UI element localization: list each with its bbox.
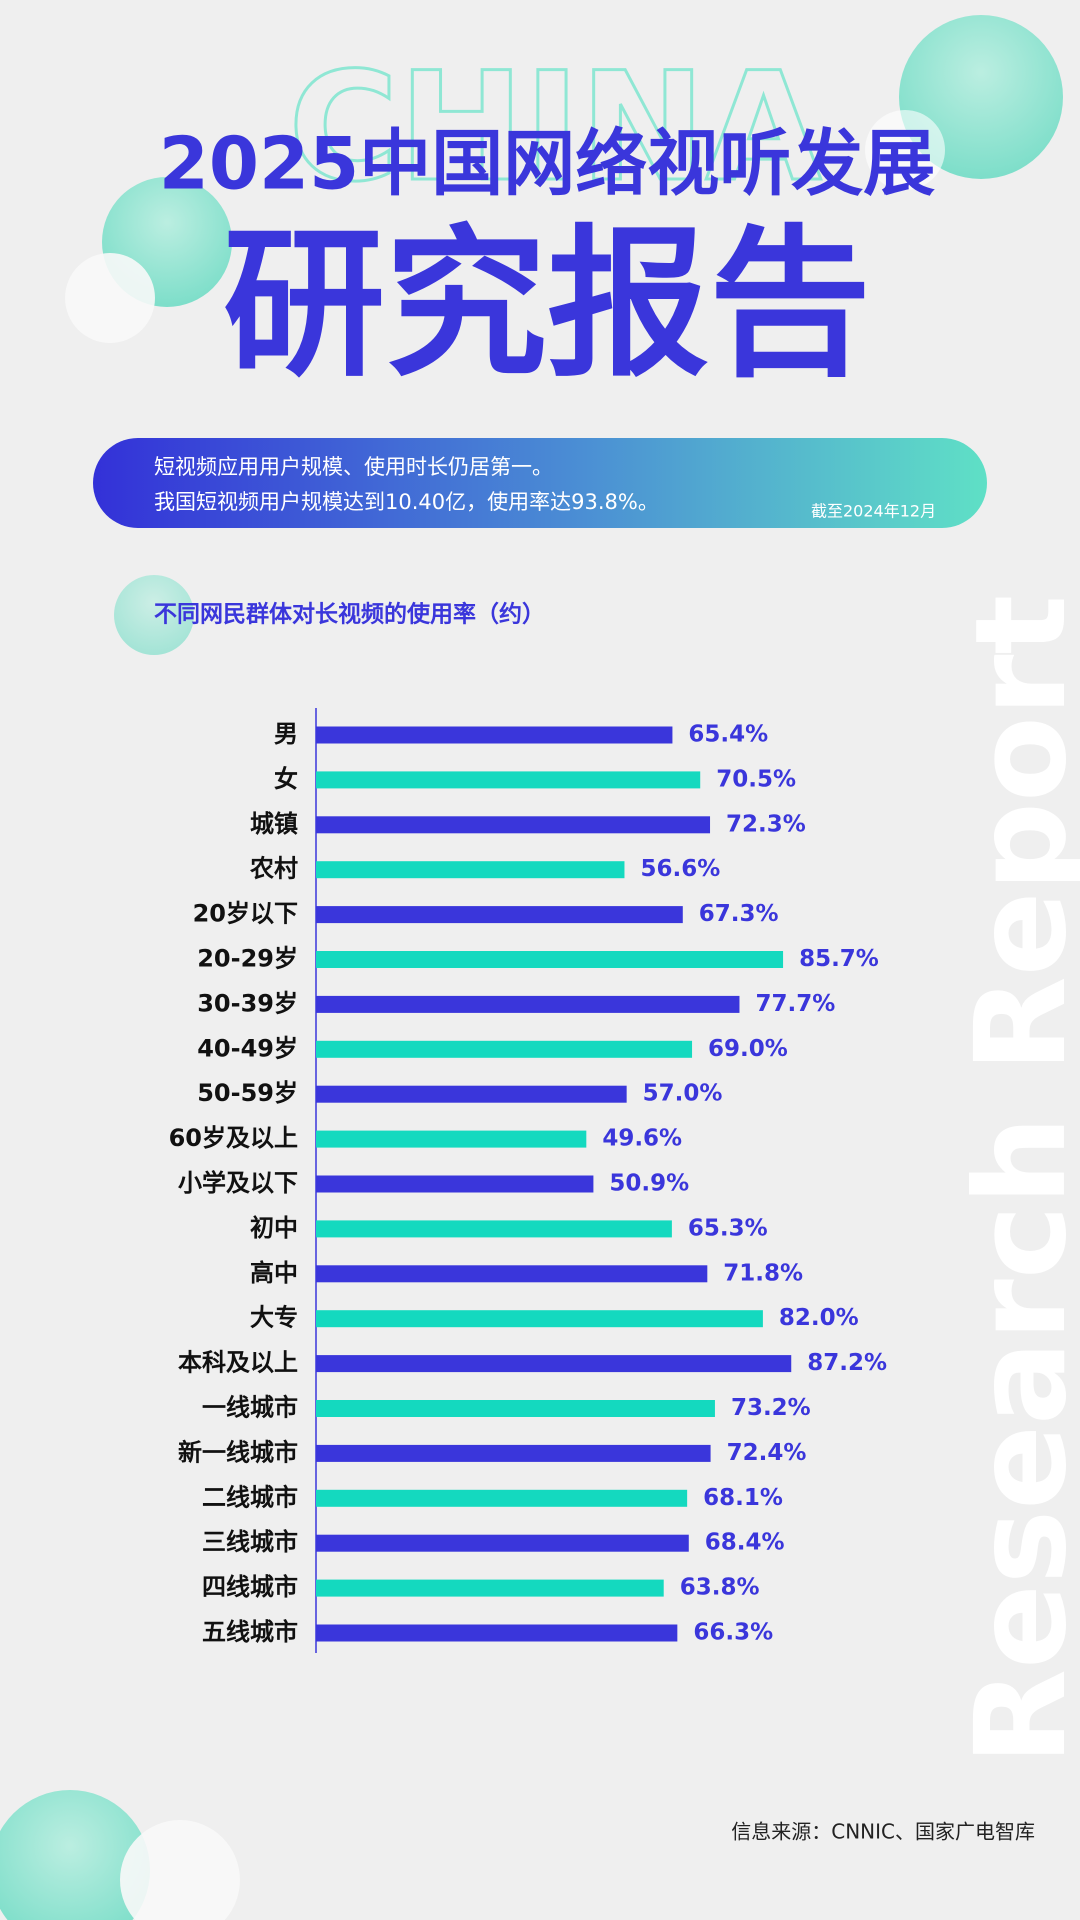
category-label: 小学及以下: [178, 1169, 298, 1197]
decor-circle: [120, 1820, 240, 1920]
bar: [316, 1355, 792, 1373]
category-label: 女: [274, 765, 298, 793]
value-label: 87.2%: [807, 1350, 887, 1376]
category-label: 农村: [249, 855, 298, 883]
value-label: 68.1%: [703, 1485, 783, 1511]
watermark: CHINA: [288, 41, 821, 215]
category-label: 大专: [250, 1304, 298, 1332]
value-label: 57.0%: [643, 1081, 723, 1107]
bar: [316, 995, 740, 1013]
source: 信息来源：CNNIC、国家广电智库: [731, 1820, 1035, 1844]
bar: [316, 1220, 672, 1238]
bar: [316, 906, 683, 924]
category-label: 新一线城市: [178, 1438, 298, 1466]
banner-line: 短视频应用用户规模、使用时长仍居第一。: [154, 455, 553, 479]
category-label: 40-49岁: [197, 1034, 298, 1062]
decor-circle: [0, 1790, 150, 1920]
banner-line: 我国短视频用户规模达到10.40亿，使用率达93.8%。: [154, 490, 659, 514]
bar: [316, 1489, 688, 1507]
category-label: 初中: [250, 1214, 298, 1242]
category-label: 五线城市: [202, 1618, 298, 1646]
value-label: 77.7%: [755, 991, 835, 1017]
bar: [316, 1534, 689, 1552]
value-label: 65.3%: [688, 1215, 768, 1241]
bar: [316, 951, 784, 968]
category-label: 城镇: [250, 810, 298, 838]
bar: [316, 1130, 587, 1148]
value-label: 66.3%: [693, 1620, 773, 1646]
category-label: 本科及以上: [178, 1349, 298, 1377]
bar: [316, 1085, 627, 1103]
bar: [316, 816, 711, 834]
bar: [316, 1444, 711, 1462]
category-label: 三线城市: [202, 1528, 298, 1556]
category-label: 男: [274, 720, 298, 748]
value-label: 70.5%: [716, 766, 796, 792]
value-label: 63.8%: [680, 1575, 760, 1601]
category-label: 20-29岁: [197, 945, 298, 973]
bar: [316, 1400, 715, 1417]
title: 2025中国网络视听发展: [159, 122, 935, 206]
bar: [316, 1265, 708, 1283]
value-label: 49.6%: [602, 1126, 682, 1152]
category-label: 四线城市: [202, 1573, 298, 1601]
chart-title: 不同网民群体对长视频的使用率（约）: [154, 601, 545, 628]
value-label: 73.2%: [731, 1395, 811, 1421]
bar: [316, 1040, 693, 1058]
bar: [316, 861, 625, 879]
value-label: 72.4%: [727, 1440, 807, 1466]
bar: [316, 1624, 678, 1642]
category-label: 60岁及以上: [169, 1124, 298, 1152]
category-label: 高中: [250, 1259, 298, 1287]
value-label: 71.8%: [723, 1260, 803, 1286]
category-label: 30-39岁: [197, 989, 298, 1017]
side-text: Research Report: [949, 595, 1080, 1766]
value-label: 82.0%: [779, 1305, 859, 1331]
value-label: 85.7%: [799, 946, 879, 972]
value-label: 69.0%: [708, 1036, 788, 1062]
value-label: 68.4%: [705, 1530, 785, 1556]
bar: [316, 726, 673, 744]
category-label: 20岁以下: [193, 900, 298, 928]
value-label: 50.9%: [609, 1171, 689, 1197]
value-label: 67.3%: [699, 901, 779, 927]
subtitle: 研究报告: [223, 211, 871, 399]
banner-date: 截至2024年12月: [811, 502, 936, 521]
category-label: 二线城市: [202, 1483, 298, 1511]
category-label: 50-59岁: [197, 1079, 298, 1107]
decor-circle: [65, 253, 155, 343]
value-label: 56.6%: [640, 856, 720, 882]
decor-circle: [865, 110, 945, 190]
banner: [93, 438, 987, 528]
bar: [316, 771, 701, 789]
value-label: 72.3%: [726, 811, 806, 837]
category-label: 一线城市: [202, 1394, 298, 1422]
bar: [316, 1310, 763, 1328]
bar: [316, 1579, 664, 1597]
decor-circle: [114, 575, 194, 655]
value-label: 65.4%: [688, 722, 768, 748]
bar: [316, 1175, 594, 1193]
